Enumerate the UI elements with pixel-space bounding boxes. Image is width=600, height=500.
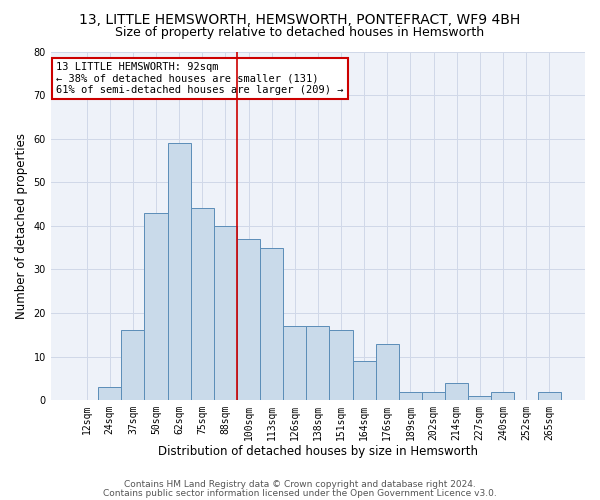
- Bar: [399, 392, 422, 400]
- Bar: [468, 396, 491, 400]
- Text: 13, LITTLE HEMSWORTH, HEMSWORTH, PONTEFRACT, WF9 4BH: 13, LITTLE HEMSWORTH, HEMSWORTH, PONTEFR…: [79, 12, 521, 26]
- Bar: [214, 226, 237, 400]
- Bar: [376, 344, 399, 400]
- Text: 13 LITTLE HEMSWORTH: 92sqm
← 38% of detached houses are smaller (131)
61% of sem: 13 LITTLE HEMSWORTH: 92sqm ← 38% of deta…: [56, 62, 344, 95]
- Bar: [445, 383, 468, 400]
- Y-axis label: Number of detached properties: Number of detached properties: [15, 133, 28, 319]
- Text: Size of property relative to detached houses in Hemsworth: Size of property relative to detached ho…: [115, 26, 485, 39]
- Bar: [307, 326, 329, 400]
- Text: Contains HM Land Registry data © Crown copyright and database right 2024.: Contains HM Land Registry data © Crown c…: [124, 480, 476, 489]
- Bar: [167, 143, 191, 400]
- Bar: [98, 387, 121, 400]
- Bar: [491, 392, 514, 400]
- Bar: [191, 208, 214, 400]
- Bar: [422, 392, 445, 400]
- Bar: [121, 330, 145, 400]
- X-axis label: Distribution of detached houses by size in Hemsworth: Distribution of detached houses by size …: [158, 444, 478, 458]
- Bar: [237, 239, 260, 400]
- Bar: [145, 213, 167, 400]
- Bar: [329, 330, 353, 400]
- Text: Contains public sector information licensed under the Open Government Licence v3: Contains public sector information licen…: [103, 488, 497, 498]
- Bar: [260, 248, 283, 400]
- Bar: [283, 326, 307, 400]
- Bar: [538, 392, 561, 400]
- Bar: [353, 361, 376, 400]
